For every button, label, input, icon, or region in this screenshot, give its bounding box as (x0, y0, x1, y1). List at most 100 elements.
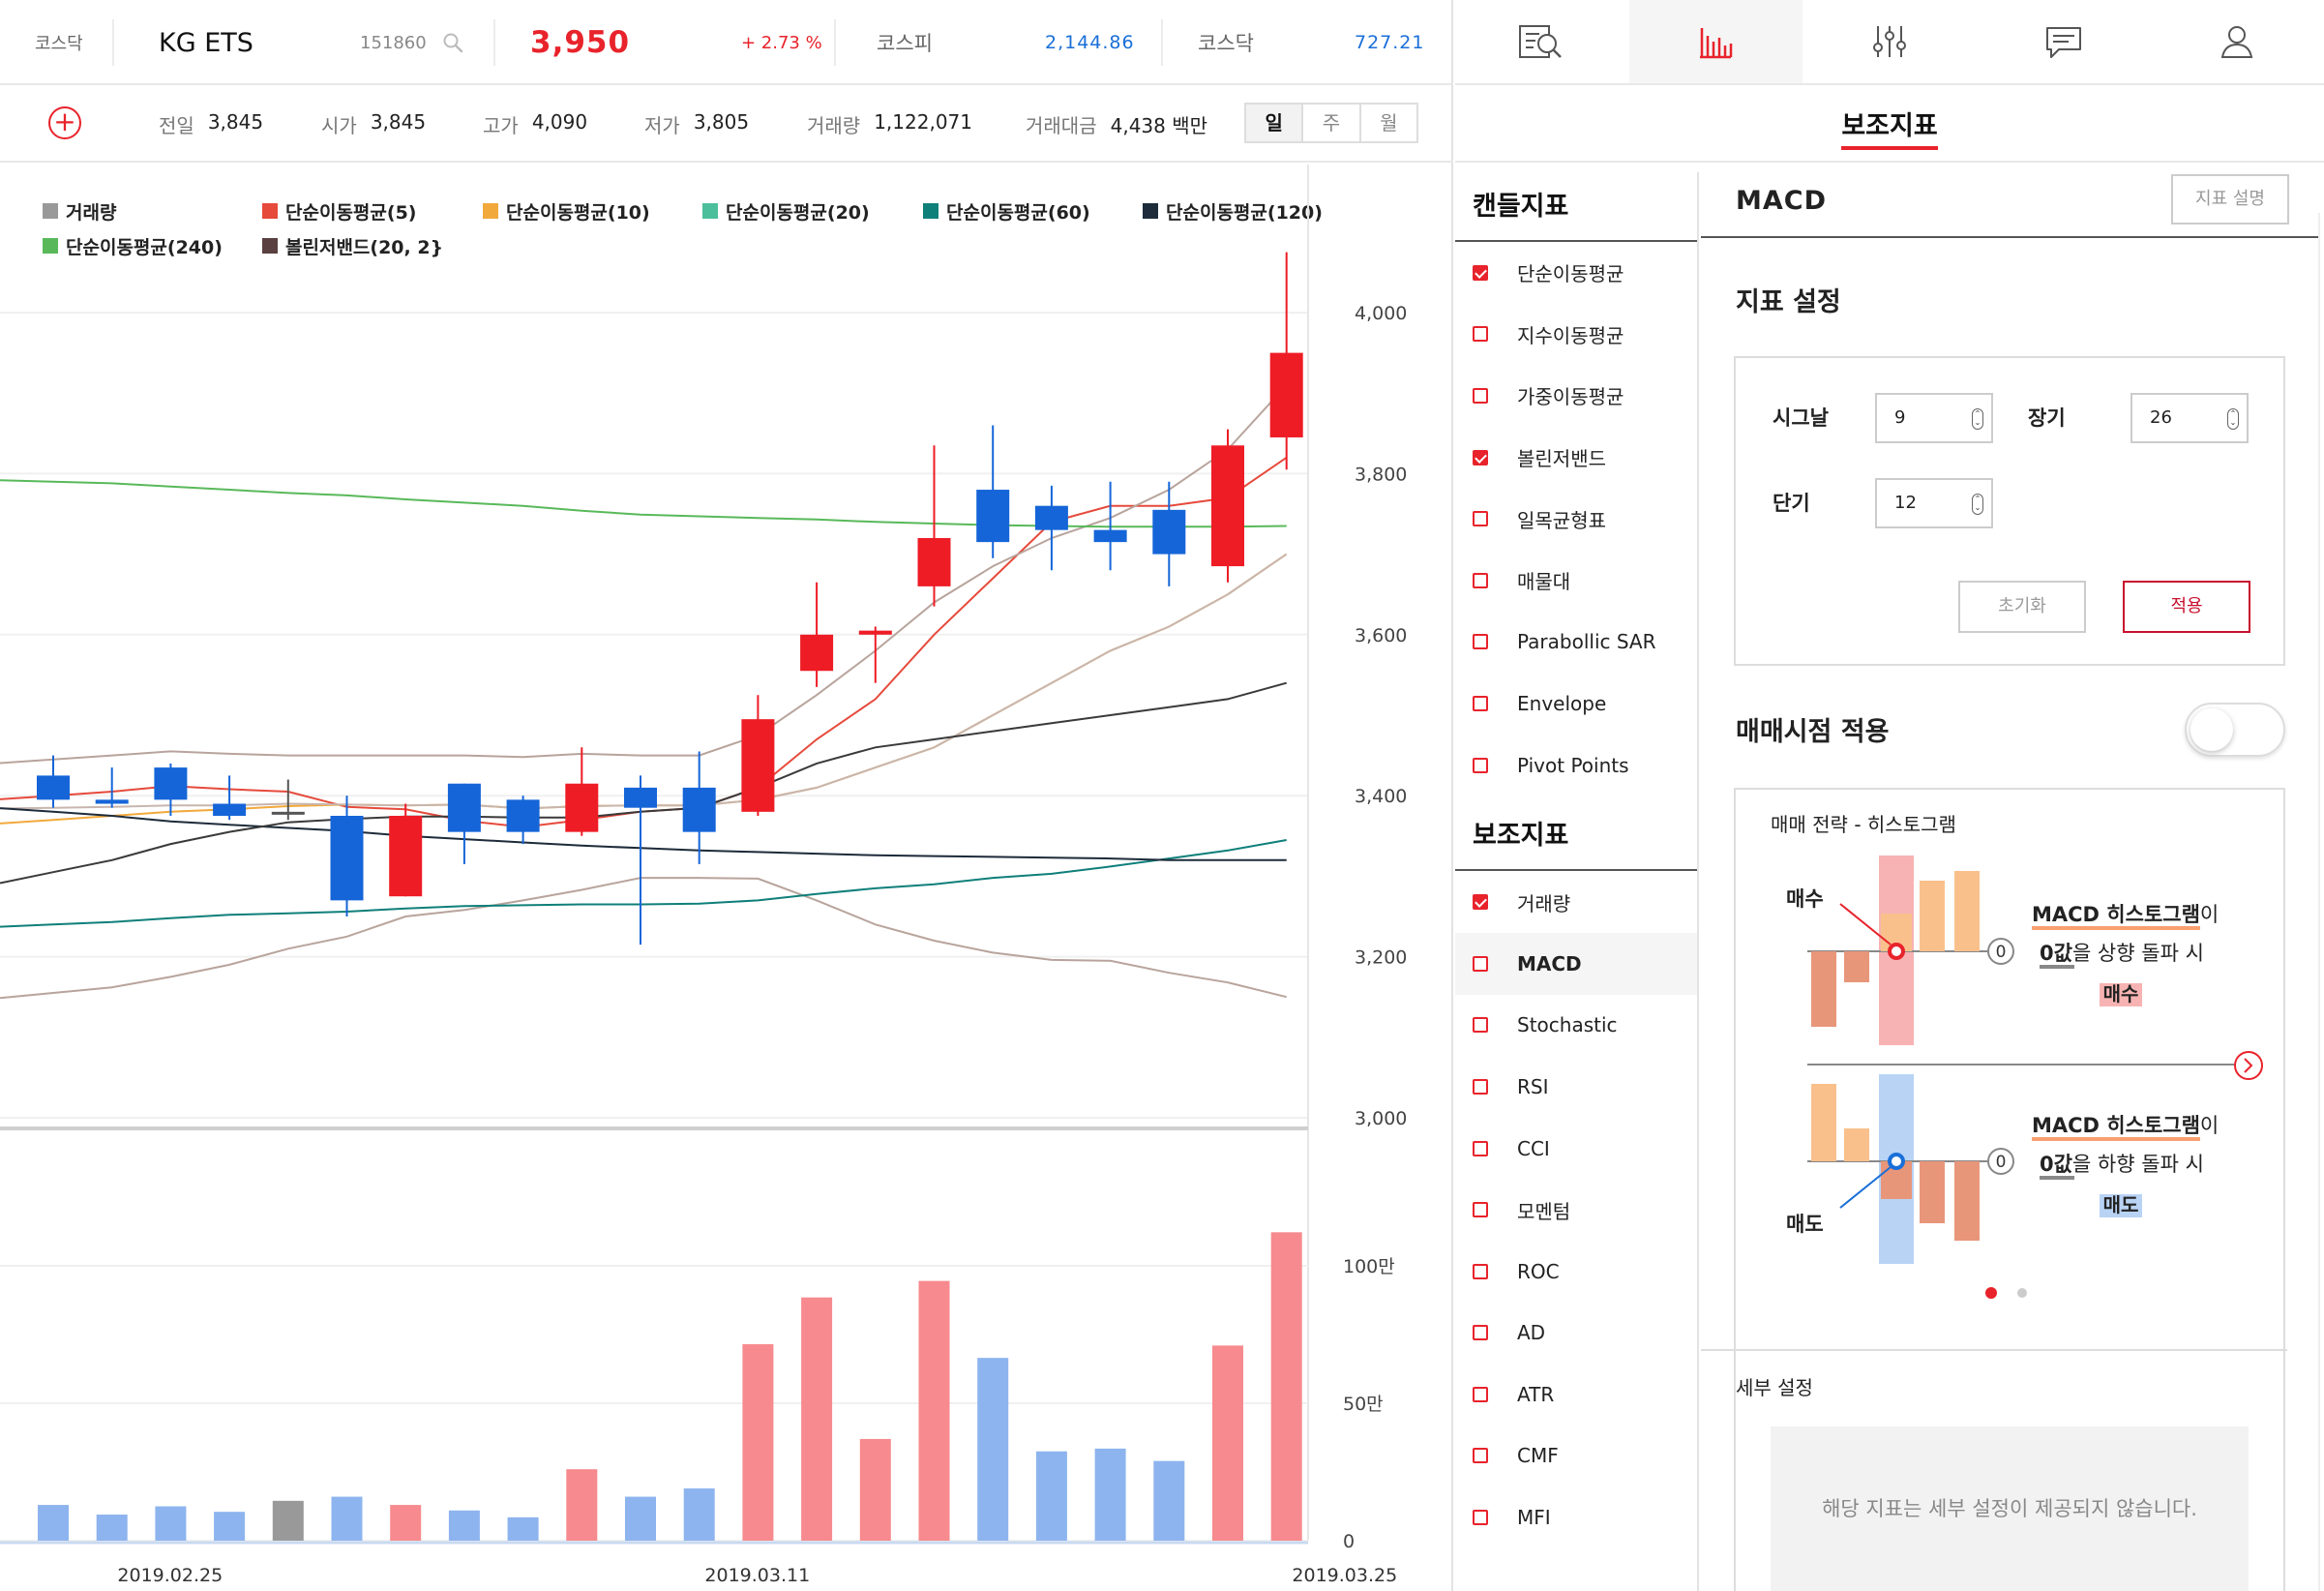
legend-item[interactable]: 단순이동평균(5) (262, 198, 483, 225)
checkbox-checked[interactable] (1473, 894, 1488, 911)
sell-label: 매도 (1786, 1213, 1824, 1236)
period-week-button[interactable]: 주 (1303, 105, 1361, 141)
indicator-item[interactable]: CMF (1455, 1426, 1697, 1487)
zero-marker (1987, 938, 2014, 965)
checkbox[interactable] (1473, 1510, 1488, 1526)
indicator-item[interactable]: 단순이동평균 (1455, 242, 1697, 304)
price-volume-chart[interactable]: 4,000 3,800 3,600 3,400 3,200 3,000 100만 50만 0 20… (0, 165, 1451, 1591)
checkbox[interactable] (1473, 695, 1488, 711)
indicator-item[interactable]: Pivot Points (1455, 735, 1697, 796)
candle-body (1269, 352, 1303, 437)
checkbox[interactable] (1473, 1263, 1488, 1279)
trade-point-toggle[interactable] (2185, 703, 2285, 757)
tab-user[interactable] (2150, 0, 2324, 83)
info-value: 4,438 백만 (1110, 114, 1208, 137)
period-day-button[interactable]: 일 (1246, 105, 1304, 141)
stock-code: 151860 (360, 32, 427, 53)
volume-tick-label: 50만 (1343, 1394, 1384, 1415)
long-input[interactable]: 26 ⌃ ⌄ (2130, 393, 2249, 443)
indicator-item[interactable]: MFI (1455, 1486, 1697, 1548)
tab-search-analysis[interactable] (1455, 0, 1629, 83)
checkbox[interactable] (1473, 955, 1488, 972)
indicator-label: AD (1517, 1321, 1546, 1345)
indicator-label: Stochastic (1517, 1013, 1618, 1037)
checkbox[interactable] (1473, 1448, 1488, 1464)
checkbox[interactable] (1473, 1202, 1488, 1218)
checkbox[interactable] (1473, 757, 1488, 773)
checkbox[interactable] (1473, 1078, 1488, 1095)
indicator-item[interactable]: 지수이동평균 (1455, 304, 1697, 366)
checkbox[interactable] (1473, 1386, 1488, 1402)
info-label: 거래대금 (1026, 114, 1097, 137)
search-icon[interactable] (441, 0, 464, 85)
legend-item[interactable]: 단순이동평균(10) (483, 198, 702, 225)
legend-label: 단순이동평균(20) (726, 201, 870, 224)
legend-item[interactable]: 단순이동평균(240) (43, 233, 262, 259)
indicator-item[interactable]: 모멘텀 (1455, 1179, 1697, 1241)
stepper-icon[interactable]: ⌃ ⌄ (1972, 408, 1983, 430)
chart-grid (0, 165, 1309, 1545)
legend-item[interactable]: 단순이동평균(120) (1143, 198, 1375, 225)
tab-settings[interactable] (1803, 0, 1977, 83)
stock-name[interactable]: KG ETS (159, 27, 253, 58)
indicator-item[interactable]: ATR (1455, 1364, 1697, 1426)
legend-swatch (43, 203, 58, 219)
checkbox[interactable] (1473, 511, 1488, 527)
buy-desc-bold: MACD 히스토그램 (2032, 903, 2200, 926)
strategy-title: 매매 전략 - 히스토그램 (1771, 813, 1956, 836)
candle-body (1034, 505, 1068, 530)
checkbox[interactable] (1473, 326, 1488, 343)
indicator-item[interactable]: 볼린저밴드 (1455, 427, 1697, 489)
short-input[interactable]: 12 ⌃ ⌄ (1875, 478, 1993, 528)
period-month-button[interactable]: 월 (1360, 105, 1416, 141)
stepper-icon[interactable]: ⌃ ⌄ (2227, 408, 2239, 430)
sell-desc-bold: MACD 히스토그램 (2032, 1114, 2200, 1137)
reset-button[interactable]: 초기화 (1958, 581, 2086, 633)
indicator-label: Pivot Points (1517, 753, 1629, 777)
legend-item[interactable]: 단순이동평균(20) (702, 198, 923, 225)
legend-item[interactable]: 단순이동평균(60) (923, 198, 1143, 225)
legend-swatch (43, 238, 58, 254)
scrollbar-track[interactable] (2318, 213, 2320, 1591)
checkbox[interactable] (1473, 387, 1488, 404)
histogram-bar (1954, 871, 1980, 951)
tab-messages[interactable] (1977, 0, 2151, 83)
checkbox[interactable] (1473, 634, 1488, 650)
apply-button[interactable]: 적용 (2123, 581, 2250, 633)
indicator-item[interactable]: 거래량 (1455, 871, 1697, 933)
indicator-item[interactable]: Parabollic SAR (1455, 612, 1697, 674)
indicator-item[interactable]: RSI (1455, 1056, 1697, 1118)
candlestick-series (37, 252, 1303, 946)
legend-label: 볼린저밴드(20, 2} (285, 236, 444, 258)
indicator-item[interactable]: Stochastic (1455, 995, 1697, 1057)
add-favorite-button[interactable]: + (48, 106, 81, 139)
indicator-description-button[interactable]: 지표 설명 (2171, 174, 2289, 225)
panel-title: 보조지표 (1841, 105, 1938, 150)
candle-body (1211, 445, 1244, 567)
checkbox[interactable] (1473, 1140, 1488, 1156)
indicator-item[interactable]: ROC (1455, 1241, 1697, 1303)
checkbox-checked[interactable] (1473, 449, 1488, 465)
indicator-item[interactable]: 매물대 (1455, 550, 1697, 612)
tab-indicators[interactable] (1628, 0, 1803, 83)
checkbox[interactable] (1473, 1017, 1488, 1034)
indicator-item[interactable]: 가중이동평균 (1455, 365, 1697, 427)
checkbox[interactable] (1473, 572, 1488, 588)
signal-input[interactable]: 9 ⌃ ⌄ (1875, 393, 1993, 443)
legend-item[interactable]: 볼린저밴드(20, 2} (262, 233, 514, 259)
candle-body (37, 775, 70, 800)
indicator-item[interactable]: Envelope (1455, 673, 1697, 735)
legend-item[interactable]: 거래량 (43, 198, 262, 225)
next-arrow-icon[interactable] (2234, 1051, 2263, 1080)
indicator-item[interactable]: AD (1455, 1303, 1697, 1365)
checkbox-checked[interactable] (1473, 264, 1488, 281)
page-dot[interactable] (2017, 1288, 2027, 1298)
tool-tabs (1455, 0, 2324, 85)
page-dot-active[interactable] (1985, 1287, 1997, 1299)
indicator-item[interactable]: CCI (1455, 1118, 1697, 1180)
legend-label: 단순이동평균(5) (285, 201, 417, 224)
checkbox[interactable] (1473, 1325, 1488, 1341)
stepper-icon[interactable]: ⌃ ⌄ (1972, 494, 1983, 515)
indicator-item-selected[interactable]: MACD (1455, 932, 1697, 995)
indicator-item[interactable]: 일목균형표 (1455, 488, 1697, 550)
